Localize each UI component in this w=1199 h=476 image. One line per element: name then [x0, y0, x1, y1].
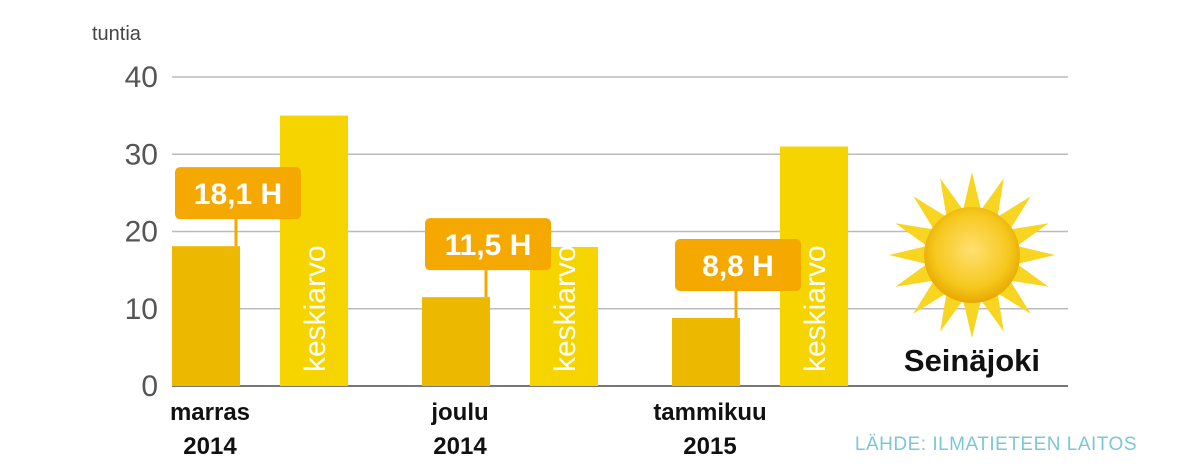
- value-label: 18,1 H: [194, 178, 282, 211]
- x-category-labels: marras 2014 joulu 2014 tammikuu 2015: [170, 399, 767, 460]
- value-labels: 18,1 H 11,5 H 8,8 H: [175, 167, 801, 319]
- y-tick-label: 0: [141, 370, 158, 403]
- value-label: 8,8 H: [702, 250, 774, 283]
- average-bar-label: keskiarvo: [549, 245, 582, 372]
- value-label-box: [175, 167, 301, 220]
- y-tick-label: 30: [125, 138, 158, 171]
- bar-average: [280, 115, 348, 386]
- y-tick-label: 40: [125, 61, 158, 94]
- value-label-box: [675, 239, 801, 292]
- sun-disc: [924, 207, 1020, 303]
- bar-actual: [672, 318, 740, 386]
- x-category-label: tammikuu: [653, 399, 766, 426]
- y-axis-unit-label: tuntia: [92, 23, 142, 45]
- average-bar-label: keskiarvo: [299, 245, 332, 372]
- x-category-label: joulu: [430, 399, 488, 426]
- place-annotation: Seinäjoki: [904, 343, 1040, 378]
- source-note: LÄHDE: ILMATIETEEN LAITOS: [855, 434, 1137, 455]
- x-category-label: 2015: [683, 433, 736, 460]
- average-bar-label: keskiarvo: [799, 245, 832, 372]
- y-tick-labels: 0 10 20 30 40: [125, 61, 158, 403]
- y-tick-label: 20: [125, 216, 158, 249]
- value-label: 11,5 H: [445, 229, 532, 262]
- value-label-box: [425, 218, 551, 271]
- x-category-label: marras: [170, 399, 250, 426]
- x-category-label: 2014: [433, 433, 487, 460]
- y-tick-label: 10: [125, 293, 158, 326]
- bar-actual: [422, 297, 490, 386]
- sun-icon: [889, 172, 1055, 338]
- x-category-label: 2014: [183, 433, 237, 460]
- bar-actual: [172, 246, 240, 386]
- bars: keskiarvo keskiarvo keskiarvo: [172, 115, 848, 386]
